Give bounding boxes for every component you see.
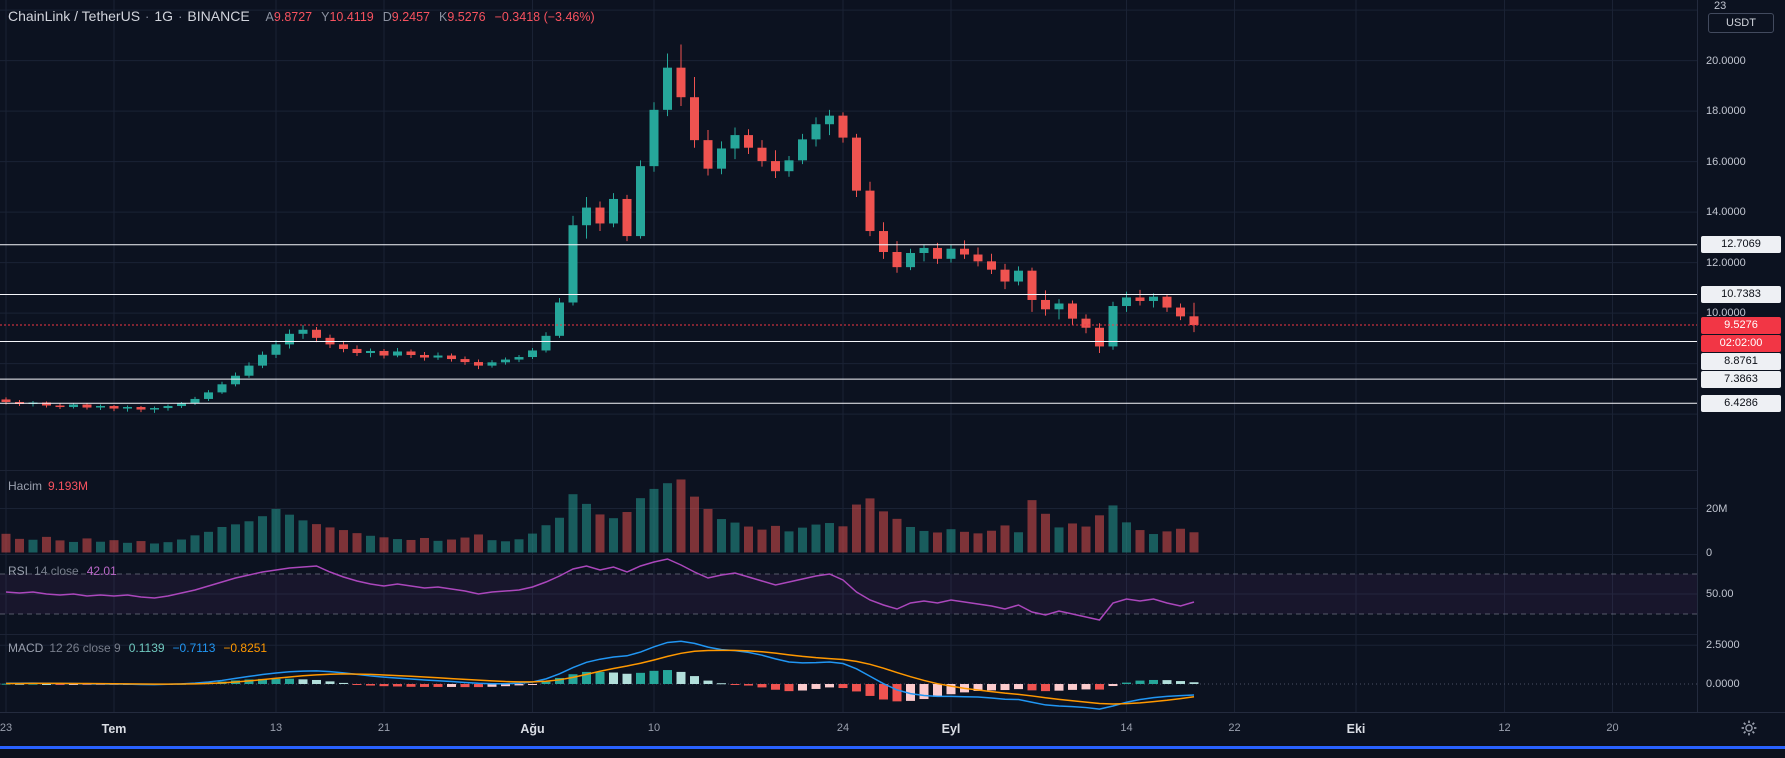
- low-label: D: [382, 10, 392, 24]
- time-axis[interactable]: 23 Tem 13 21 Ağu 10 24 Eyl 14 22 Eki 12 20: [0, 712, 1785, 744]
- price-level-badge[interactable]: 12.7069: [1701, 236, 1781, 254]
- macd-params: 12 26 close 9: [49, 641, 121, 655]
- close-value: 9.5276: [447, 10, 486, 24]
- price-level-badge[interactable]: 8.8761: [1701, 352, 1781, 370]
- volume-legend: Hacim 9.193M: [8, 479, 88, 493]
- ohlc-readout: A9.8727 Y10.4119 D9.2457 K9.5276 −0.3418 (−3…: [266, 10, 595, 24]
- chart-canvas[interactable]: [0, 0, 1697, 712]
- bar-countdown-badge: 02:02:00: [1701, 334, 1781, 352]
- interval-label[interactable]: 1G: [154, 8, 174, 24]
- macd-line-value: −0.7113: [172, 641, 216, 655]
- change-value: −0.3418 (−3.46%): [494, 10, 595, 24]
- macd-label: MACD: [8, 641, 44, 655]
- last-price-badge: 9.5276: [1701, 316, 1781, 334]
- price-level-badge[interactable]: 10.7383: [1701, 285, 1781, 303]
- volume-tick: 0: [1706, 546, 1713, 559]
- rsi-line: [5, 558, 1195, 621]
- time-tick-day: 12: [1498, 722, 1511, 734]
- symbol-title[interactable]: ChainLink / TetherUS: [8, 8, 141, 24]
- time-tick-day: 14: [1120, 722, 1133, 734]
- rsi-value: 42.01: [86, 564, 117, 578]
- macd-legend: MACD 12 26 close 9 0.1139 −0.7113 −0.8251: [8, 641, 267, 655]
- volume-series: [1, 479, 1199, 553]
- price-axis[interactable]: 23 USDT 20.0000 18.0000 16.0000 14.0000 12.0…: [1697, 0, 1785, 712]
- currency-unit-button[interactable]: USDT: [1708, 13, 1774, 33]
- macd-tick: 2.5000: [1706, 639, 1740, 652]
- symbol-legend: ChainLink / TetherUS · 1G · BINANCE A9.8727 Y…: [8, 8, 595, 24]
- horizontal-level-lines[interactable]: [0, 244, 1697, 404]
- timeline-strip: [0, 743, 1785, 758]
- time-tick-day: 13: [269, 722, 283, 734]
- time-tick-month: Tem: [101, 722, 127, 736]
- macd-histogram: [1, 670, 1199, 702]
- price-tick: 12.0000: [1706, 256, 1746, 269]
- time-tick-month: Eki: [1346, 722, 1366, 736]
- macd-tick: 0.0000: [1706, 678, 1740, 690]
- rsi-band: [0, 573, 1697, 615]
- close-label: K: [439, 10, 448, 24]
- price-tick: 16.0000: [1706, 155, 1746, 168]
- pane-separator[interactable]: [0, 470, 1785, 471]
- volume-value: 9.193M: [48, 479, 89, 493]
- macd-signal-value: −0.8251: [223, 641, 268, 655]
- macd-line: [6, 640, 1195, 710]
- macd-hist-value: 0.1139: [128, 641, 165, 655]
- axis-top-label: 23: [1714, 0, 1727, 12]
- price-tick: 18.0000: [1706, 105, 1746, 118]
- separator-dot: ·: [178, 9, 183, 24]
- high-label: Y: [321, 10, 330, 24]
- price-tick: 14.0000: [1706, 206, 1746, 219]
- volume-label: Hacim: [8, 479, 43, 493]
- open-value: 9.8727: [273, 10, 313, 24]
- separator-dot: ·: [145, 9, 150, 24]
- price-tick: 20.0000: [1706, 54, 1746, 67]
- open-label: A: [265, 10, 274, 24]
- price-level-badge[interactable]: 7.3863: [1701, 370, 1781, 388]
- time-tick-day: 20: [1606, 722, 1619, 734]
- time-tick-day: 24: [836, 722, 850, 734]
- grid-lines: [0, 0, 1697, 712]
- high-value: 10.4119: [329, 10, 374, 24]
- low-value: 9.2457: [391, 10, 430, 24]
- settings-icon[interactable]: [1741, 720, 1757, 736]
- rsi-tick: 50.00: [1706, 588, 1734, 600]
- macd-signal-line: [5, 649, 1195, 705]
- timeline-active-range[interactable]: [0, 746, 1785, 749]
- time-tick-month: Ağu: [520, 722, 545, 736]
- pane-separator[interactable]: [0, 634, 1785, 635]
- exchange-label: BINANCE: [187, 8, 250, 24]
- time-tick-day: 23: [0, 722, 13, 734]
- time-tick-month: Eyl: [941, 722, 961, 736]
- price-level-badge[interactable]: 6.4286: [1701, 394, 1781, 412]
- time-tick-day: 22: [1228, 722, 1241, 734]
- rsi-legend: RSI 14 close 42.01: [8, 564, 117, 578]
- rsi-label: RSI: [8, 564, 29, 578]
- price-tick: 10.0000: [1706, 307, 1746, 320]
- time-tick-day: 21: [377, 722, 391, 734]
- time-tick-day: 10: [647, 722, 661, 734]
- pane-separator[interactable]: [0, 554, 1785, 555]
- rsi-params: 14 close: [34, 564, 79, 578]
- volume-tick: 20M: [1706, 502, 1728, 515]
- candlestick-series: [1, 44, 1199, 413]
